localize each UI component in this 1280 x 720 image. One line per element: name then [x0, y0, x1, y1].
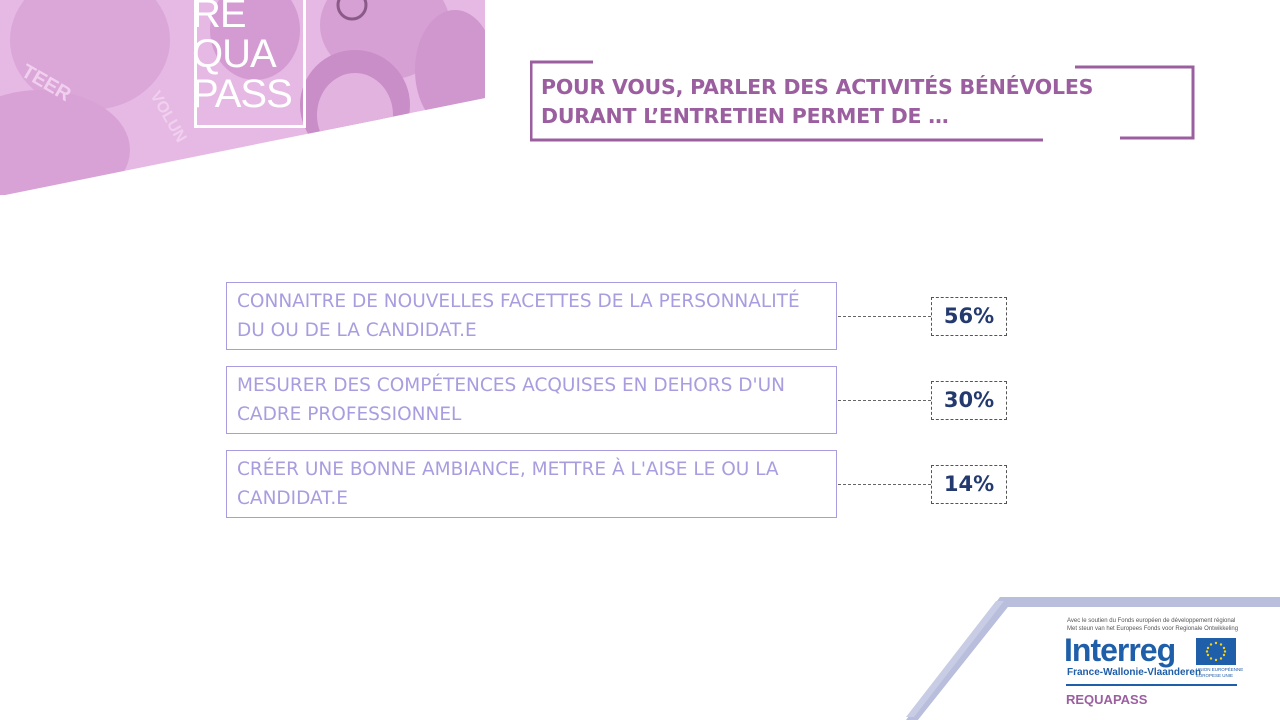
- eu-label-nl: EUROPESE UNIE: [1196, 673, 1234, 678]
- slide-title: POUR VOUS, PARLER DES ACTIVITÉS BÉNÉVOLE…: [541, 75, 1094, 128]
- answer-2-percent: 30%: [931, 381, 1007, 420]
- logo-line-2: QUA: [192, 32, 277, 76]
- requapass-logo: RE QUA PASS: [192, 0, 293, 116]
- interreg-region: France-Wallonie-Vlaanderen: [1067, 667, 1202, 678]
- project-name: REQUAPASS: [1066, 692, 1148, 707]
- answer-3-connector: [838, 484, 931, 485]
- answer-1-percent: 56%: [931, 297, 1007, 336]
- eu-label-fr: UNION EUROPÉENNE: [1196, 667, 1244, 672]
- answer-3-percent: 14%: [931, 465, 1007, 504]
- answer-3-label: CRÉER UNE BONNE AMBIANCE, METTRE À L'AIS…: [226, 450, 837, 518]
- footer-decoration: [900, 597, 1280, 720]
- funding-notice: Avec le soutien du Fonds européen de dév…: [1067, 617, 1247, 633]
- logo-line-1: RE: [192, 0, 247, 36]
- header-photo-banner: TEER VOLUN: [0, 0, 485, 195]
- answer-2-label: MESURER DES COMPÉTENCES ACQUISES EN DEHO…: [226, 366, 837, 434]
- eu-label: UNION EUROPÉENNE EUROPESE UNIE: [1196, 667, 1246, 679]
- title-frame: [530, 60, 1195, 142]
- logo-line-3: PASS: [192, 72, 293, 116]
- answer-1-connector: [838, 316, 931, 317]
- interreg-logo: Interreg: [1064, 632, 1176, 668]
- eu-flag-icon: [1196, 638, 1236, 665]
- answer-2-connector: [838, 400, 931, 401]
- funding-notice-fr: Avec le soutien du Fonds européen de dév…: [1067, 618, 1236, 624]
- funding-notice-nl: Met steun van het Europees Fonds voor Re…: [1067, 626, 1239, 632]
- footer-divider: [1066, 684, 1237, 686]
- logo-frame: [194, 0, 306, 128]
- answer-1-label: CONNAITRE DE NOUVELLES FACETTES DE LA PE…: [226, 282, 837, 350]
